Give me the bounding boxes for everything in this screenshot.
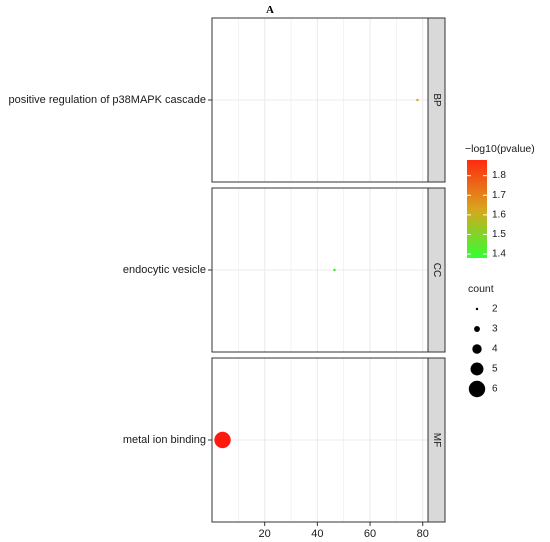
x-tick-label: 80: [417, 528, 429, 540]
facet-strip-label: CC: [431, 263, 442, 277]
facet-cc: CC endocytic vesicle: [123, 187, 446, 353]
facet-strip: [427, 17, 446, 183]
x-tick-label: 20: [259, 528, 271, 540]
y-tick-label: positive regulation of p38MAPK cascade: [8, 94, 206, 106]
size-key-label: 5: [492, 364, 498, 375]
size-legend-title: count: [468, 283, 494, 295]
size-key-dot: [468, 380, 486, 398]
size-key-dot: [472, 344, 482, 354]
size-key-label: 4: [492, 344, 498, 355]
facet-strip-label: MF: [431, 433, 442, 447]
size-key-label: 6: [492, 384, 498, 395]
color-bar-label: 1.8: [492, 170, 506, 181]
color-legend: −log10(pvalue) 1.8 1.7 1.6 1.5 1.4: [465, 143, 535, 260]
size-key-label: 3: [492, 324, 498, 335]
size-key-dot: [470, 362, 484, 376]
color-bar-label: 1.6: [492, 209, 506, 220]
x-axis: 20 40 60 80: [259, 522, 429, 540]
x-tick-label: 40: [311, 528, 323, 540]
facet-mf: MF metal ion binding: [123, 357, 446, 523]
facet-strip: [427, 187, 446, 353]
facet-strip-label: BP: [431, 93, 442, 107]
x-tick-label: 60: [364, 528, 376, 540]
size-key-dot: [475, 307, 479, 311]
y-tick-label: endocytic vesicle: [123, 264, 206, 276]
color-bar-label: 1.5: [492, 229, 506, 240]
data-point: [333, 268, 336, 272]
size-legend: count 2 3 4 5 6: [468, 283, 498, 398]
facet-bp: BP positive regulation of p38MAPK cascade: [8, 17, 446, 183]
color-bar-label: 1.7: [492, 190, 506, 201]
chart-title: A: [266, 4, 274, 16]
color-legend-title: −log10(pvalue): [465, 143, 535, 155]
data-point: [416, 98, 419, 102]
facet-strip: [427, 357, 446, 523]
data-point: [214, 431, 231, 449]
color-bar-label: 1.4: [492, 249, 506, 260]
facet-panels: BP positive regulation of p38MAPK cascade…: [8, 17, 446, 523]
size-key-label: 2: [492, 304, 498, 315]
y-tick-label: metal ion binding: [123, 434, 206, 446]
color-bar: [467, 160, 487, 258]
size-key-dot: [474, 326, 480, 332]
